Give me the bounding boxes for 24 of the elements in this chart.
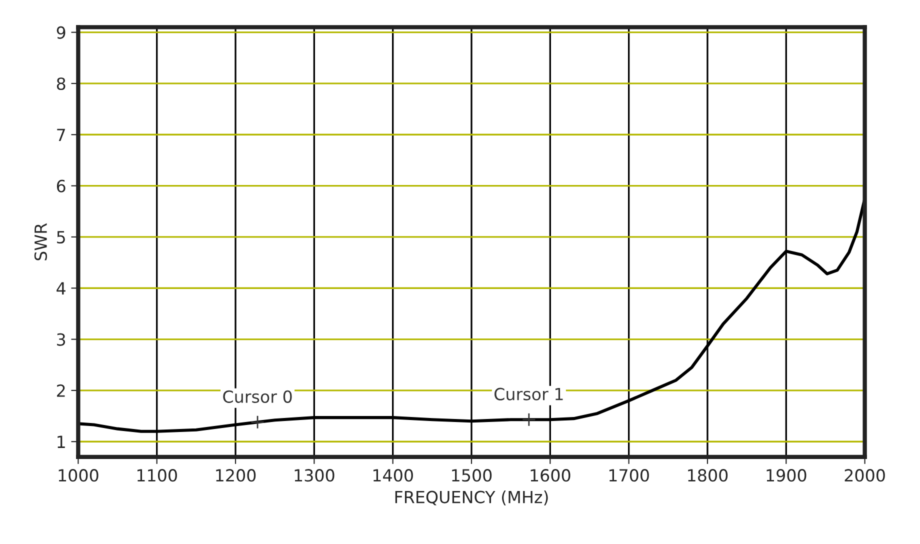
annotation: Cursor 0: [223, 390, 292, 403]
x-tick-label: 2000: [844, 469, 885, 482]
x-axis-title: FREQUENCY (MHz): [395, 490, 548, 506]
x-tick-label: 1000: [58, 469, 98, 482]
y-tick-label: 1: [58, 436, 65, 448]
x-tick-label: 1200: [216, 469, 256, 482]
x-tick-label: 1100: [137, 469, 177, 482]
x-tick-label: 1600: [530, 469, 570, 482]
x-tick-label: 1500: [452, 469, 492, 482]
y-tick-label: 2: [57, 384, 65, 397]
x-tick-label: 1800: [688, 469, 728, 482]
y-tick-label: 5: [57, 231, 65, 244]
x-tick-label: 1700: [609, 469, 649, 482]
y-tick-label: 4: [56, 282, 66, 294]
y-axis-title: SWR: [34, 223, 48, 260]
y-tick-label: 6: [56, 180, 66, 192]
x-tick-label: 1900: [766, 469, 806, 482]
y-tick-label: 8: [56, 77, 66, 90]
x-tick-label: 1400: [373, 469, 413, 482]
y-tick-label: 7: [57, 128, 65, 141]
y-tick-label: 9: [56, 26, 66, 39]
y-tick-label: 3: [57, 333, 66, 346]
x-tick-label: 1300: [294, 469, 334, 482]
annotation: Cursor 1: [494, 388, 563, 400]
